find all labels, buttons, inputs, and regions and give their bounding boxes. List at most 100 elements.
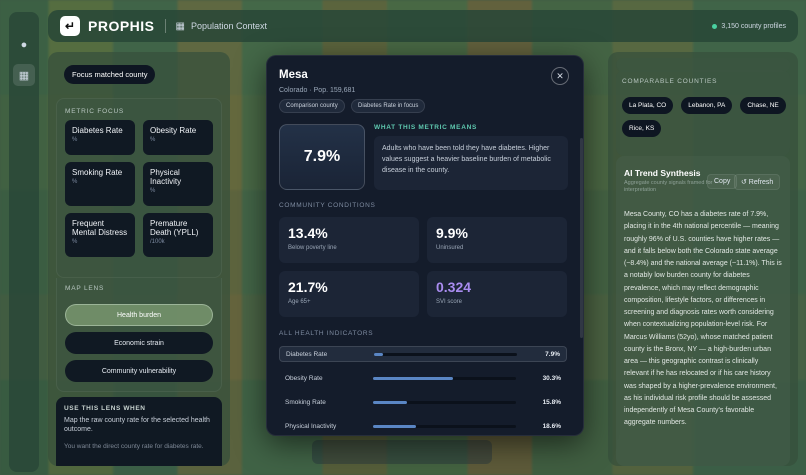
lens-info-alternative: You want the direct county rate for diab… <box>64 442 204 450</box>
indicator-value: 7.9% <box>545 350 560 358</box>
logo-icon: ↵ <box>60 16 80 36</box>
county-detail-modal: Mesa Colorado · Pop. 159,681 ✕ Compariso… <box>266 55 584 436</box>
community-label: COMMUNITY CONDITIONS <box>279 202 376 209</box>
map-lens-section: MAP LENS Health burden Economic strain C… <box>56 278 222 392</box>
indicator-bar <box>373 424 516 428</box>
chip-county[interactable]: La Plata, CO <box>622 97 674 114</box>
metric-unit: % <box>72 239 78 246</box>
chip-county[interactable]: Rice, KS <box>622 120 662 137</box>
context-title: Population Context <box>190 21 268 31</box>
ai-title: AI Trend Synthesis <box>624 168 701 178</box>
indicator-row-obesity[interactable]: Obesity Rate 30.3% <box>279 370 567 386</box>
brand-name: PROPHIS <box>88 18 155 34</box>
indicator-bar <box>373 376 516 380</box>
copy-button[interactable]: Copy <box>707 174 738 189</box>
metric-physical-inactivity[interactable]: Physical Inactivity % <box>143 162 213 206</box>
comparable-chips: La Plata, CO Lebanon, PA Chase, NE Rice,… <box>622 97 792 137</box>
stat-uninsured: 9.9% Uninsured <box>427 217 567 263</box>
indicator-row-diabetes[interactable]: Diabetes Rate 7.9% <box>279 346 567 362</box>
chip-county[interactable]: Lebanon, PA <box>681 97 733 114</box>
indicator-bar <box>374 352 517 356</box>
metric-unit: % <box>72 137 78 144</box>
stat-value: 9.9% <box>436 225 468 241</box>
indicator-bar <box>373 400 516 404</box>
tag-metric-in-focus: Diabetes Rate in focus <box>351 99 426 113</box>
stat-value: 21.7% <box>288 279 328 295</box>
stat-label: Uninsured <box>436 245 464 251</box>
stat-label: Age 65+ <box>288 299 311 305</box>
metric-name: Premature Death (YPLL) <box>150 219 199 238</box>
indicator-name: Physical Inactivity <box>285 422 337 430</box>
metric-unit: /100k <box>150 239 165 246</box>
ai-synthesis-text: Mesa County, CO has a diabetes rate of 7… <box>624 211 782 427</box>
comparable-label: COMPARABLE COUNTIES <box>622 78 718 85</box>
ai-subtitle: Aggregate county signals framed for inte… <box>624 180 713 194</box>
divider <box>164 19 166 33</box>
lens-economic-strain-button[interactable]: Economic strain <box>65 332 213 354</box>
metric-unit: % <box>150 137 156 144</box>
metric-grid: Diabetes Rate % Obesity Rate % Smoking R… <box>65 120 213 257</box>
metric-name: Diabetes Rate <box>72 126 123 135</box>
indicator-fill <box>373 424 416 428</box>
user-icon[interactable]: ● <box>20 39 28 51</box>
stat-age-65: 21.7% Age 65+ <box>279 271 419 317</box>
stat-label: Below poverty line <box>288 245 337 251</box>
metric-name: Physical Inactivity <box>150 168 182 187</box>
metric-name: Frequent Mental Distress <box>72 219 128 238</box>
metric-unit: % <box>150 188 156 195</box>
metric-name: Smoking Rate <box>72 168 123 177</box>
indicator-value: 15.8% <box>542 398 561 406</box>
right-panel-header-strip <box>616 58 790 72</box>
map-lens-label: MAP LENS <box>65 285 105 292</box>
close-icon[interactable]: ✕ <box>551 67 569 85</box>
metric-name: Obesity Rate <box>150 126 197 135</box>
grid-small-icon: ▦ <box>175 20 185 32</box>
lens-info-card: USE THIS LENS WHEN Map the raw county ra… <box>56 397 222 466</box>
indicator-row-smoking[interactable]: Smoking Rate 15.8% <box>279 394 567 410</box>
metric-unit: % <box>72 179 78 186</box>
stat-value: 0.324 <box>436 279 472 295</box>
lens-health-burden-button[interactable]: Health burden <box>65 304 213 326</box>
indicator-value: 30.3% <box>542 374 561 382</box>
lens-community-vulnerability-button[interactable]: Community vulnerability <box>65 360 213 382</box>
indicator-row-physical-inactivity[interactable]: Physical Inactivity 18.6% <box>279 418 567 434</box>
metric-diabetes-rate[interactable]: Diabetes Rate % <box>65 120 135 155</box>
left-rail: ● ▦ <box>9 12 39 472</box>
meaning-label: WHAT THIS METRIC MEANS <box>374 124 478 131</box>
stat-svi: 0.324 SVI score <box>427 271 567 317</box>
left-panel: Focus matched county METRIC FOCUS Diabet… <box>48 52 230 466</box>
status-dot-icon <box>712 23 718 29</box>
metric-focus-label: METRIC FOCUS <box>65 108 125 115</box>
indicator-name: Diabetes Rate <box>286 350 328 358</box>
background-card <box>312 440 492 464</box>
metric-premature-death[interactable]: Premature Death (YPLL) /100k <box>143 213 213 257</box>
grid-icon[interactable]: ▦ <box>13 64 35 86</box>
county-subtitle: Colorado · Pop. 159,681 <box>279 87 356 94</box>
chip-county[interactable]: Chase, NE <box>740 97 786 114</box>
indicators-label: ALL HEALTH INDICATORS <box>279 330 374 337</box>
indicator-fill <box>373 400 408 404</box>
metric-obesity-rate[interactable]: Obesity Rate % <box>143 120 213 155</box>
indicator-fill <box>373 376 454 380</box>
lens-info-description: Map the raw county rate for the selected… <box>64 417 210 434</box>
indicator-name: Obesity Rate <box>285 374 323 382</box>
indicator-fill <box>374 352 383 356</box>
profiles-count: 3,150 county profiles <box>712 23 786 30</box>
metric-smoking-rate[interactable]: Smoking Rate % <box>65 162 135 206</box>
metric-frequent-mental-distress[interactable]: Frequent Mental Distress % <box>65 213 135 257</box>
stat-value: 13.4% <box>288 225 328 241</box>
modal-scrollbar[interactable] <box>580 138 583 338</box>
metric-focus-section: METRIC FOCUS Diabetes Rate % Obesity Rat… <box>56 98 222 278</box>
profiles-label: 3,150 county profiles <box>721 22 786 30</box>
stat-label: SVI score <box>436 299 463 305</box>
stat-poverty: 13.4% Below poverty line <box>279 217 419 263</box>
county-title: Mesa <box>279 69 308 81</box>
indicator-value: 18.6% <box>542 422 561 430</box>
top-bar: ↵ PROPHIS ▦ Population Context 3,150 cou… <box>48 10 798 42</box>
meaning-text: Adults who have been told they have diab… <box>374 136 568 190</box>
focus-matched-county-button[interactable]: Focus matched county <box>64 65 156 84</box>
right-panel: COMPARABLE COUNTIES La Plata, CO Lebanon… <box>608 52 798 466</box>
refresh-button[interactable]: ↺ Refresh <box>734 174 781 190</box>
metric-value: 7.9% <box>279 124 365 190</box>
tag-comparison-county: Comparison county <box>279 99 345 113</box>
